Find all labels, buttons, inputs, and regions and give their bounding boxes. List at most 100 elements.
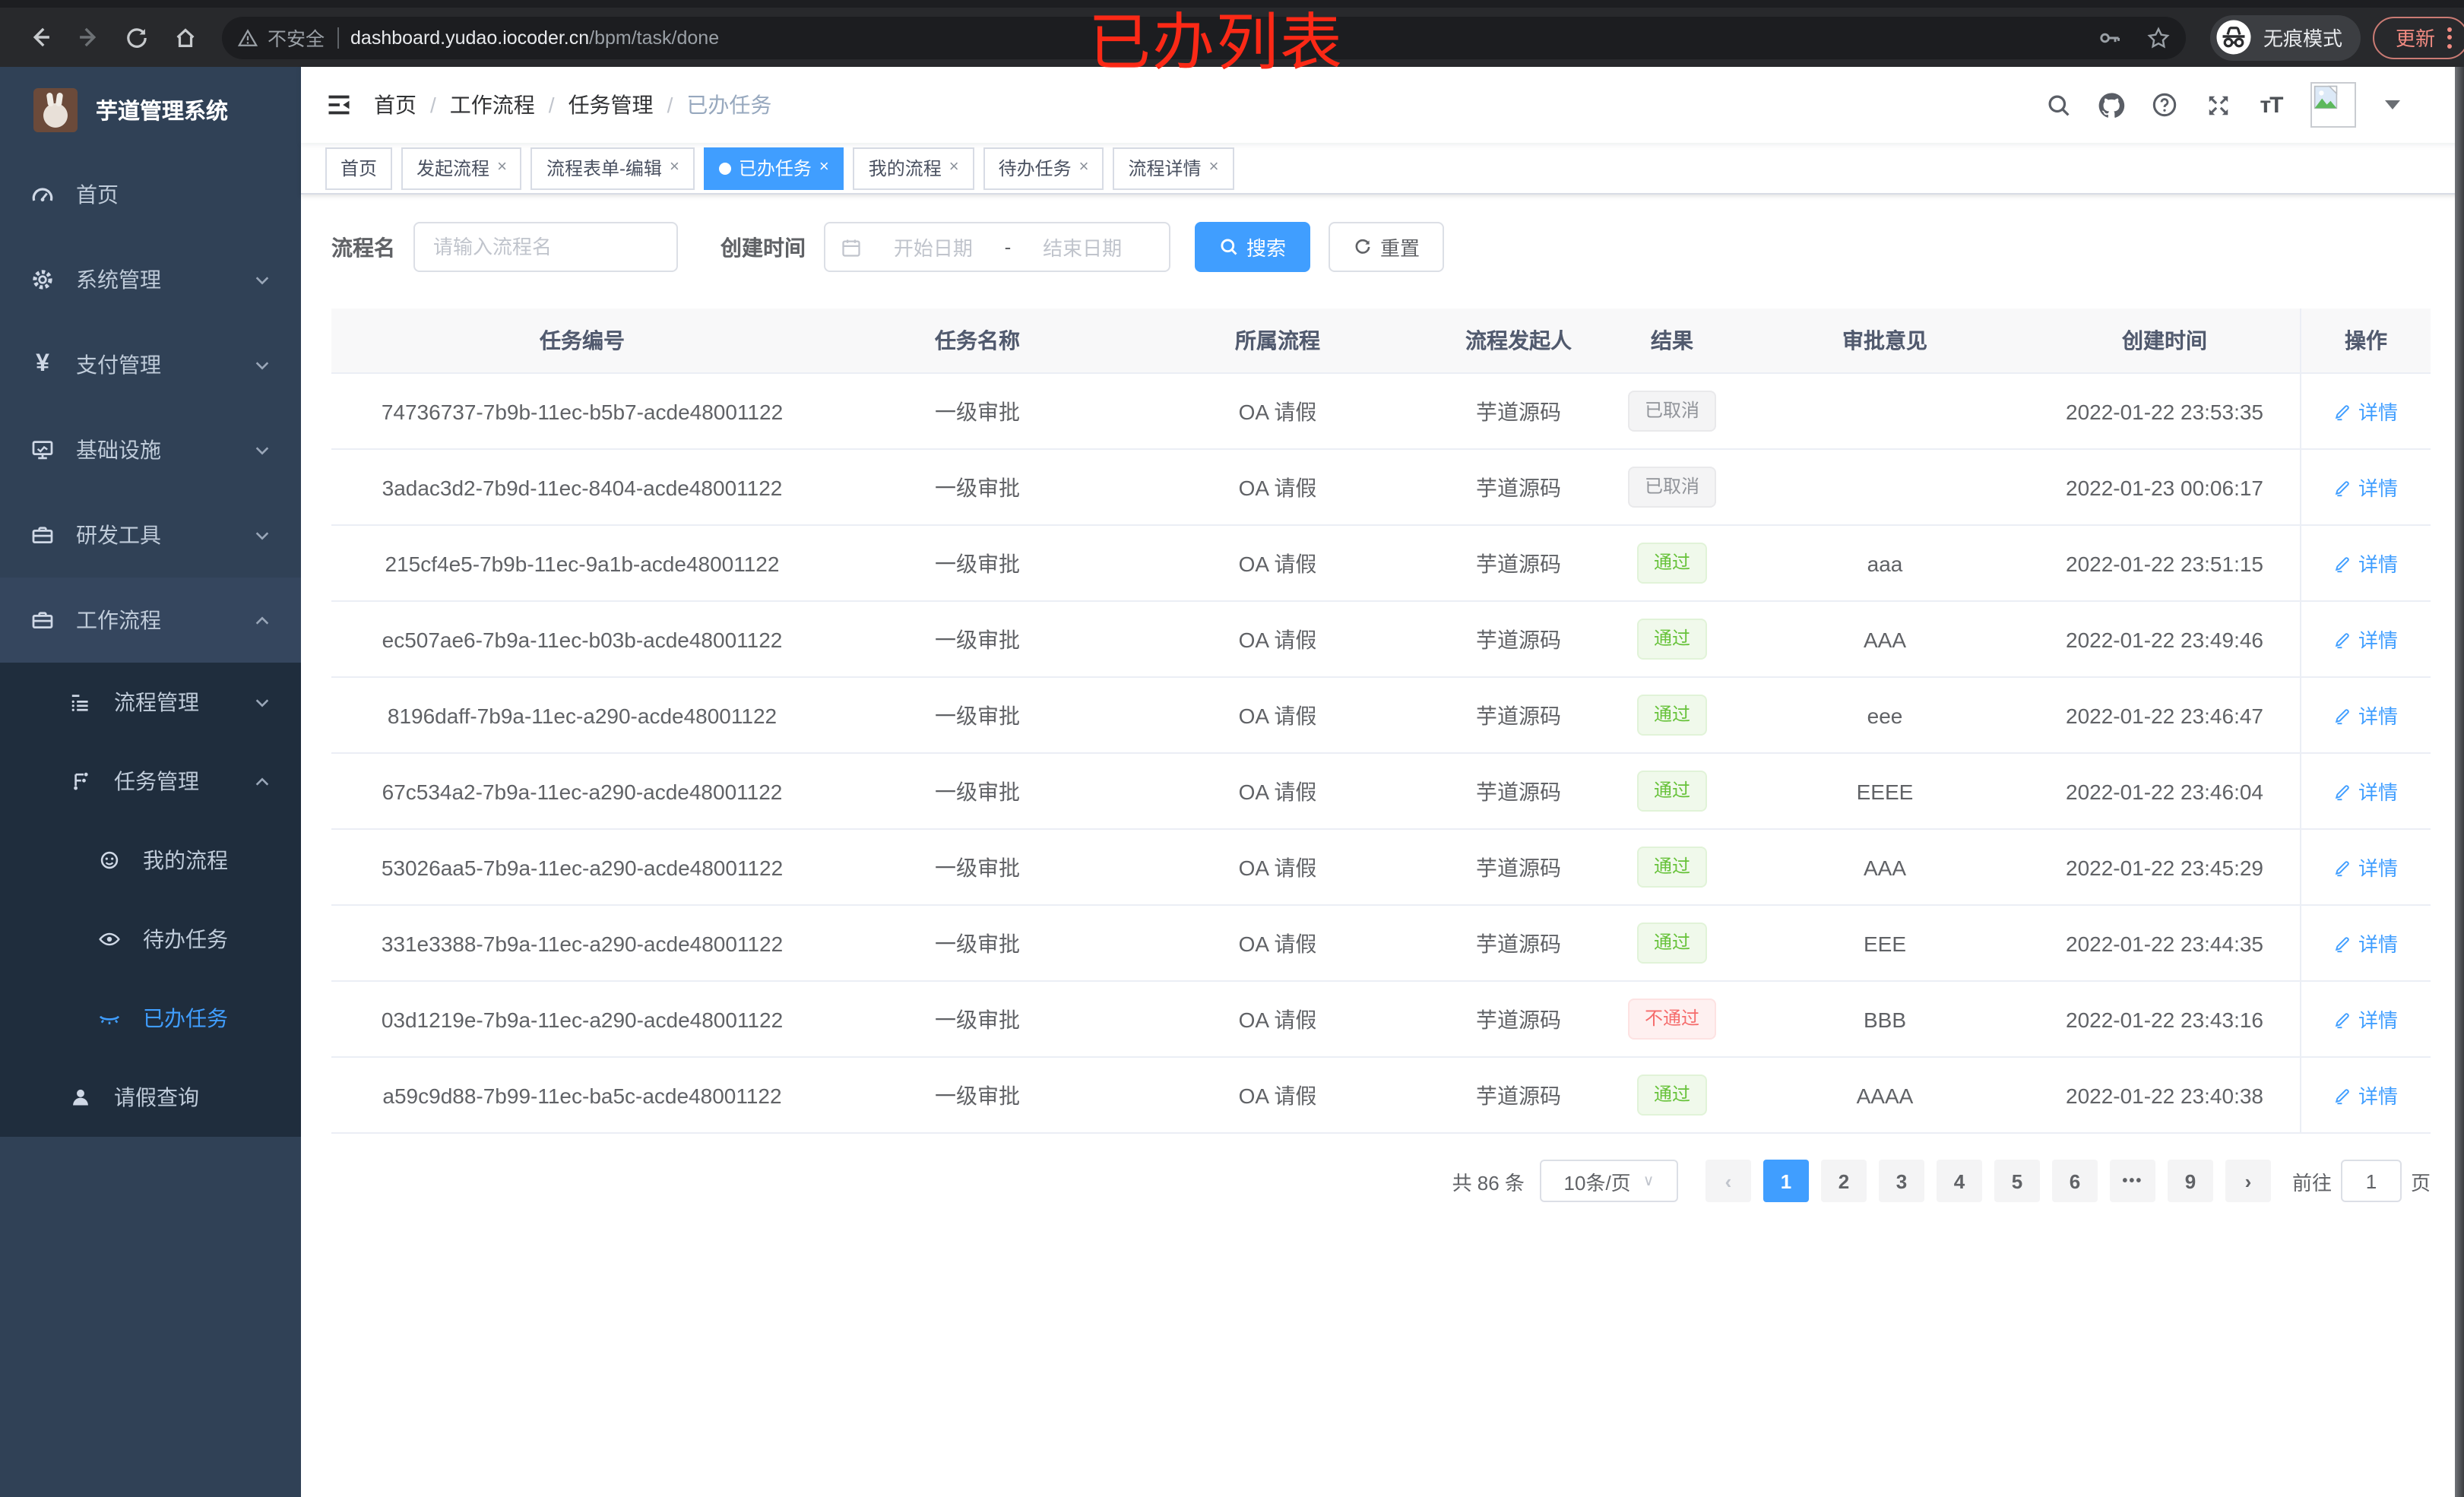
url-path: /bpm/task/done — [589, 27, 720, 48]
avatar[interactable] — [2310, 82, 2356, 128]
refresh-icon — [1355, 239, 1370, 254]
sidebar-fold-icon[interactable] — [316, 82, 362, 128]
tab-done-tasks[interactable]: 已办任务 × — [703, 147, 844, 189]
table-row: 03d1219e-7b9a-11ec-a290-acde48001122 一级审… — [331, 982, 2431, 1058]
goto-page-input[interactable] — [2340, 1160, 2402, 1202]
close-icon[interactable]: × — [1078, 158, 1089, 176]
detail-link[interactable]: 详情 — [2334, 549, 2398, 578]
font-size-icon[interactable]: тТ — [2260, 92, 2283, 118]
sidebar-item-label: 基础设施 — [76, 438, 161, 462]
tab-todo-tasks[interactable]: 待办任务 × — [983, 147, 1104, 189]
sidebar-item-my-process[interactable]: 我的流程 — [0, 821, 301, 900]
process-starter: 芋道源码 — [1476, 1007, 1561, 1031]
date-separator: - — [1004, 236, 1012, 258]
detail-link[interactable]: 详情 — [2334, 473, 2398, 502]
browser-home-icon[interactable] — [166, 17, 205, 57]
status-badge: 通过 — [1636, 543, 1707, 584]
page-button[interactable]: 5 — [1994, 1160, 2040, 1202]
update-button[interactable]: 更新 — [2373, 16, 2464, 59]
process-starter: 芋道源码 — [1476, 703, 1561, 727]
process-name-input[interactable] — [413, 222, 678, 272]
sidebar-item-home[interactable]: 首页 — [0, 152, 301, 237]
page-button[interactable]: 2 — [1820, 1160, 1867, 1202]
browser-forward-icon[interactable] — [68, 17, 108, 57]
detail-link[interactable]: 详情 — [2334, 1005, 2398, 1033]
approve-comment: aaa — [1867, 551, 1903, 575]
tab-my-process[interactable]: 我的流程 × — [853, 147, 974, 189]
briefcase-icon — [30, 608, 55, 632]
page-size-select[interactable]: 10条/页 ∨ — [1539, 1160, 1678, 1202]
tab-process-detail[interactable]: 流程详情 × — [1113, 147, 1234, 189]
sidebar-item-done-tasks[interactable]: 已办任务 — [0, 979, 301, 1058]
chevron-down-icon — [254, 271, 271, 288]
detail-link[interactable]: 详情 — [2334, 701, 2398, 730]
sidebar-item-todo-tasks[interactable]: 待办任务 — [0, 900, 301, 979]
sidebar-item-system[interactable]: 系统管理 — [0, 237, 301, 322]
breadcrumb-item[interactable]: 任务管理 — [568, 93, 654, 117]
tab-process-form-edit[interactable]: 流程表单-编辑 × — [530, 147, 695, 189]
created-time: 2022-01-22 23:49:46 — [2066, 627, 2263, 651]
page-button[interactable]: 3 — [1878, 1160, 1924, 1202]
sidebar-item-workflow[interactable]: 工作流程 — [0, 578, 301, 663]
detail-link[interactable]: 详情 — [2334, 777, 2398, 805]
table-row: 3adac3d2-7b9d-11ec-8404-acde48001122 一级审… — [331, 450, 2431, 526]
date-range-picker[interactable]: 开始日期 - 结束日期 — [824, 222, 1170, 272]
breadcrumb-item[interactable]: 首页 — [374, 93, 416, 117]
task-name: 一级审批 — [935, 551, 1020, 575]
detail-link[interactable]: 详情 — [2334, 853, 2398, 881]
table-row: a59c9d88-7b99-11ec-ba5c-acde48001122 一级审… — [331, 1058, 2431, 1134]
key-icon[interactable] — [2098, 25, 2122, 49]
sidebar-item-leave-query[interactable]: 请假查询 — [0, 1058, 301, 1137]
close-icon[interactable]: × — [1208, 158, 1219, 176]
browser-menu-icon[interactable] — [2447, 27, 2453, 48]
tab-label: 发起流程 — [416, 158, 490, 179]
detail-link[interactable]: 详情 — [2334, 929, 2398, 957]
help-icon[interactable] — [2151, 91, 2178, 119]
page-button[interactable]: 9 — [2167, 1160, 2213, 1202]
sidebar-item-pay[interactable]: ¥ 支付管理 — [0, 322, 301, 407]
search-icon[interactable] — [2044, 91, 2072, 119]
prev-page-button[interactable]: ‹ — [1705, 1160, 1751, 1202]
tab-start-process[interactable]: 发起流程 × — [401, 147, 522, 189]
page-button[interactable]: 6 — [2051, 1160, 2098, 1202]
created-time: 2022-01-22 23:46:04 — [2066, 779, 2263, 803]
more-pages-button[interactable]: ••• — [2109, 1160, 2155, 1202]
sidebar-item-label: 系统管理 — [76, 267, 161, 292]
page-button[interactable]: 1 — [1762, 1160, 1809, 1202]
tab-home[interactable]: 首页 — [325, 147, 393, 189]
browser-scrollbar[interactable] — [2455, 67, 2464, 1497]
url-bar[interactable]: 不安全 dashboard.yudao.iocoder.cn/bpm/task/… — [222, 16, 2186, 59]
reset-button[interactable]: 重置 — [1329, 222, 1445, 272]
close-icon[interactable]: × — [819, 158, 829, 176]
status-badge: 不通过 — [1627, 999, 1716, 1040]
sidebar-item-process-mgmt[interactable]: 流程管理 — [0, 663, 301, 742]
close-icon[interactable]: × — [497, 158, 507, 176]
breadcrumb-item[interactable]: 工作流程 — [449, 93, 535, 117]
column-header: 任务名称 — [935, 328, 1020, 353]
browser-reload-icon[interactable] — [117, 17, 157, 57]
bookmark-star-icon[interactable] — [2146, 25, 2171, 49]
close-icon[interactable]: × — [669, 158, 679, 176]
column-header: 所属流程 — [1235, 328, 1320, 353]
github-icon[interactable] — [2098, 91, 2125, 119]
fullscreen-icon[interactable] — [2204, 91, 2231, 119]
task-id: ec507ae6-7b9a-11ec-b03b-acde48001122 — [382, 627, 783, 651]
detail-link[interactable]: 详情 — [2334, 625, 2398, 654]
navbar: 首页 / 工作流程 / 任务管理 / 已办任务 тТ — [301, 67, 2464, 143]
search-button[interactable]: 搜索 — [1195, 222, 1311, 272]
task-id: 67c534a2-7b9a-11ec-a290-acde48001122 — [382, 779, 783, 803]
sidebar-item-infra[interactable]: 基础设施 — [0, 407, 301, 492]
task-id: 53026aa5-7b9a-11ec-a290-acde48001122 — [381, 855, 784, 879]
page-button[interactable]: 4 — [1936, 1160, 1982, 1202]
browser-back-icon[interactable] — [20, 17, 59, 57]
table-row: 53026aa5-7b9a-11ec-a290-acde48001122 一级审… — [331, 830, 2431, 906]
detail-link[interactable]: 详情 — [2334, 1081, 2398, 1109]
close-icon[interactable]: × — [949, 158, 959, 176]
avatar-caret-icon[interactable] — [2385, 100, 2400, 109]
next-page-button[interactable]: › — [2225, 1160, 2271, 1202]
done-task-table: 任务编号 任务名称 所属流程 流程发起人 结果 审批意见 创建时间 操作 747… — [331, 309, 2431, 1134]
app-logo-row[interactable]: 芋道管理系统 — [0, 67, 301, 152]
detail-link[interactable]: 详情 — [2334, 397, 2398, 426]
sidebar-item-devtools[interactable]: 研发工具 — [0, 492, 301, 578]
sidebar-item-task-mgmt[interactable]: 任务管理 — [0, 742, 301, 821]
